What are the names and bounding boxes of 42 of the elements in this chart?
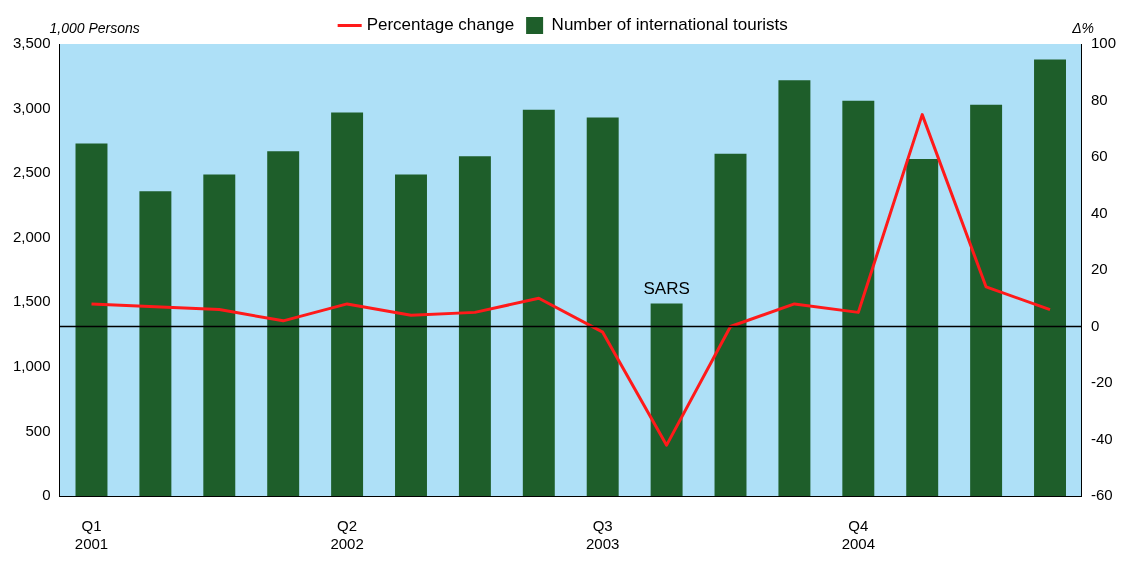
y-axis-title: 1,000 Persons <box>49 19 140 36</box>
bar <box>75 143 108 496</box>
annotation: SARS <box>643 278 690 298</box>
y-tick-label: 1,500 <box>12 292 51 310</box>
y2-axis-title: Δ% <box>1071 19 1094 36</box>
y2-tick-label: 100 <box>1090 34 1116 52</box>
bar <box>395 174 427 496</box>
y2-tick-label: 0 <box>1090 316 1100 334</box>
bar <box>267 151 300 496</box>
bar <box>203 174 236 496</box>
bar <box>970 104 1003 496</box>
y-tick-label: 500 <box>25 421 51 439</box>
x-tick-label: Q4 2004 <box>841 517 875 553</box>
x-tick-label: Q3 2003 <box>586 517 620 553</box>
y2-tick-label: -20 <box>1090 373 1113 391</box>
y-tick-label: 3,000 <box>12 98 51 116</box>
y2-tick-label: -40 <box>1090 429 1113 447</box>
bar <box>842 100 875 496</box>
y2-tick-label: 20 <box>1090 260 1108 278</box>
y2-tick-label: 60 <box>1090 147 1108 165</box>
bar <box>331 112 364 496</box>
legend-label: Number of international tourists <box>551 15 788 35</box>
legend-label: Percentage change <box>366 15 515 35</box>
bar <box>650 303 683 496</box>
y-tick-label: 2,500 <box>12 163 51 181</box>
bar <box>522 109 555 496</box>
y2-tick-label: -60 <box>1090 486 1113 504</box>
bar <box>1034 59 1066 496</box>
bar <box>586 117 619 496</box>
x-tick-label: Q2 2002 <box>330 517 364 553</box>
bar <box>778 80 811 496</box>
y-tick-label: 3,500 <box>12 34 51 52</box>
bar <box>458 156 491 496</box>
y2-tick-label: 80 <box>1090 90 1108 108</box>
bar <box>139 191 172 496</box>
y-tick-label: 2,000 <box>12 227 51 245</box>
y-tick-label: 1,000 <box>12 357 51 374</box>
bar <box>906 158 939 496</box>
x-tick-label: Q1 2001 <box>74 517 109 553</box>
y2-tick-label: 40 <box>1090 203 1108 221</box>
y-tick-label: 0 <box>42 486 51 504</box>
bar <box>714 153 747 496</box>
